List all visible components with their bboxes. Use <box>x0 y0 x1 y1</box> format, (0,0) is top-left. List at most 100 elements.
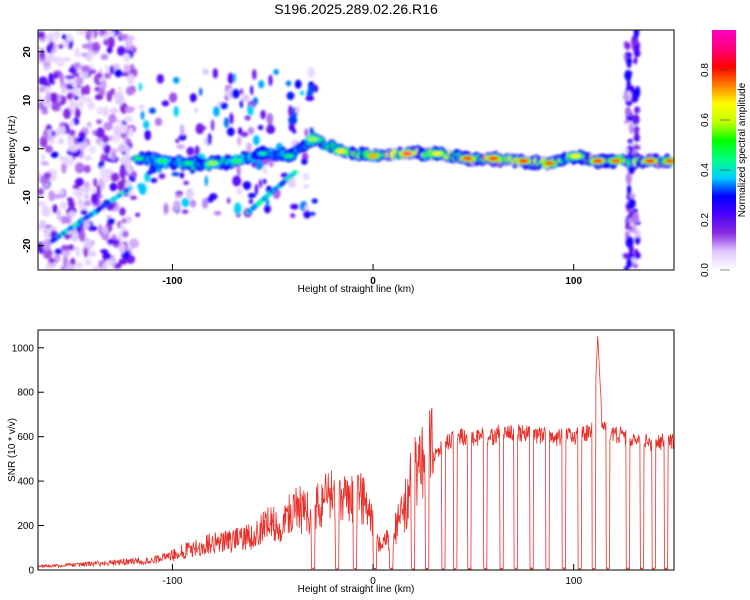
spectral-cell <box>103 121 113 131</box>
spectral-cell <box>96 119 103 125</box>
spectral-cell <box>310 211 316 216</box>
snr-panel: -100 0 100 0 200 400 600 800 1000 Height of str… <box>7 329 675 595</box>
spectral-cell <box>87 101 96 110</box>
spectral-cell <box>634 44 639 50</box>
spectral-cell <box>194 107 198 114</box>
spectral-cell <box>79 230 86 243</box>
spectral-cell <box>179 172 185 179</box>
spectral-cell <box>624 70 633 77</box>
spectral-cell <box>251 69 257 80</box>
spectral-cell <box>78 131 86 140</box>
spectral-cell <box>57 126 66 135</box>
spectral-cell <box>239 99 244 109</box>
spectral-cell <box>299 90 305 96</box>
spectral-cell <box>103 264 108 270</box>
spectral-cell <box>624 42 631 50</box>
spectral-cell <box>75 247 81 257</box>
spectral-cell <box>84 84 91 96</box>
spectral-cell <box>633 30 640 38</box>
spectral-cell <box>633 133 640 143</box>
spectral-cell <box>83 247 89 258</box>
spectral-cell <box>105 64 110 73</box>
spectral-cell <box>252 97 259 105</box>
spectral-cell <box>146 170 153 176</box>
spectral-cell <box>92 129 97 136</box>
spectral-cell <box>488 156 499 161</box>
spectral-cell <box>106 238 117 246</box>
chart-title: S196.2025.289.02.26.R16 <box>274 1 438 17</box>
spectral-cell <box>544 161 555 166</box>
snr-y-label: SNR (10 * v/v) <box>7 418 18 482</box>
spectral-cell <box>211 119 215 132</box>
spectral-cell <box>119 207 126 216</box>
spectral-cell <box>101 79 107 91</box>
spectral-cell <box>125 106 136 112</box>
spectral-cell <box>625 223 630 230</box>
spectral-cell <box>48 190 56 202</box>
spectral-cell <box>144 129 152 141</box>
spectral-cell <box>231 88 240 99</box>
spectral-cell <box>226 197 231 204</box>
spectral-cell <box>462 156 473 161</box>
spectral-cell <box>100 53 109 61</box>
spectral-cell <box>292 169 298 175</box>
spectral-cell <box>124 138 131 145</box>
spectral-cell <box>129 64 135 70</box>
spectral-cell <box>56 209 62 221</box>
spectral-cell <box>52 204 58 214</box>
y-tick-label: 800 <box>17 388 34 399</box>
spectral-cell <box>49 53 55 63</box>
spectral-cell <box>307 66 315 78</box>
spectral-cell <box>632 212 640 224</box>
spectral-cell <box>213 105 220 117</box>
snr-x-ticks: -100 0 100 <box>162 564 582 587</box>
spectral-cell <box>207 133 212 145</box>
spectral-cell <box>69 119 75 128</box>
spectral-cell <box>65 83 73 90</box>
y-tick-label: 10 <box>22 94 33 106</box>
spectral-cell <box>268 158 274 168</box>
spectral-cell <box>610 158 621 163</box>
spectral-cell <box>59 73 65 84</box>
spectral-cell <box>625 106 631 117</box>
spectral-cell <box>158 173 166 180</box>
spectral-cell <box>135 212 141 217</box>
spectral-cell <box>189 93 197 103</box>
spectral-cell <box>623 119 629 124</box>
x-tick-label: -100 <box>162 276 182 287</box>
spectral-cell <box>247 126 255 135</box>
spectral-cell <box>172 76 180 84</box>
spectral-cell <box>73 190 78 198</box>
spectral-cell <box>39 219 46 230</box>
spectral-cell <box>625 172 632 185</box>
spectral-cell <box>633 89 638 97</box>
spectral-cell <box>91 187 96 193</box>
spectrogram-cells <box>38 30 674 270</box>
spectral-cell <box>202 68 209 75</box>
spectral-cell <box>199 87 203 96</box>
spectral-cell <box>138 104 145 110</box>
spectral-cell <box>157 158 168 163</box>
spectral-cell <box>68 67 78 74</box>
spectral-cell <box>74 108 81 119</box>
spectral-cell <box>305 95 315 102</box>
spectral-cell <box>631 114 640 125</box>
y-tick-label: 400 <box>17 477 34 488</box>
spectral-cell <box>254 160 264 170</box>
spectral-cell <box>227 72 234 85</box>
spectral-cell <box>38 31 46 39</box>
spectral-cell <box>231 158 242 163</box>
spectral-cell <box>97 72 103 79</box>
spectral-cell <box>109 65 115 75</box>
x-tick-label: 100 <box>565 276 582 287</box>
spectral-cell <box>250 85 254 96</box>
x-tick-label: 100 <box>565 576 582 587</box>
spectral-cell <box>100 153 107 164</box>
spectral-cell <box>119 156 130 165</box>
x-tick-label: 0 <box>370 276 376 287</box>
spectral-cell <box>625 56 633 66</box>
spectral-cell <box>62 56 72 63</box>
spectral-cell <box>262 178 267 185</box>
spectral-cell <box>242 181 252 190</box>
